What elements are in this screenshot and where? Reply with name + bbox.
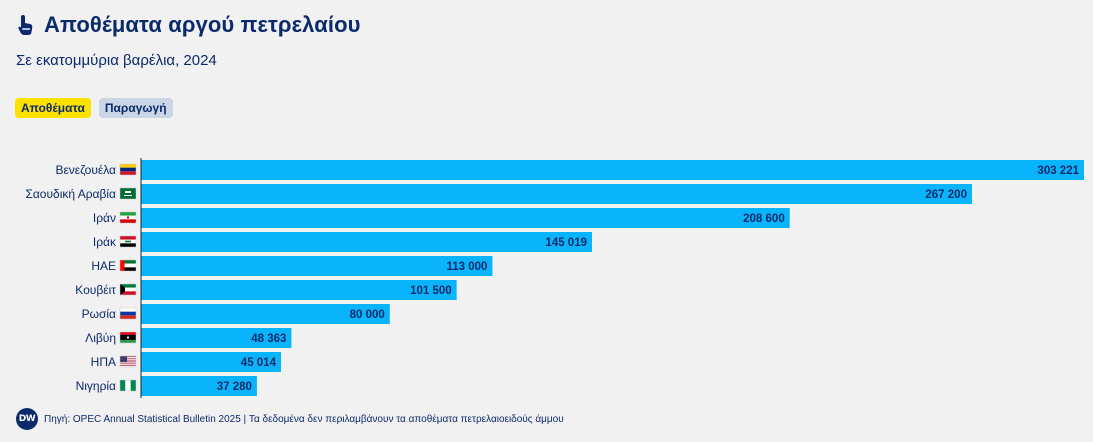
category-label: Νιγηρία (76, 379, 116, 393)
bar[interactable] (141, 352, 281, 372)
chart-title: Αποθέματα αργού πετρελαίου (44, 12, 361, 37)
category-label: Ρωσία (82, 307, 116, 321)
title-row: Αποθέματα αργού πετρελαίου (16, 12, 1077, 38)
russia-flag (119, 307, 137, 320)
bar[interactable] (141, 280, 457, 300)
pointer-hand-icon (16, 13, 36, 37)
usa-flag (119, 355, 137, 368)
category-label: Λιβύη (85, 331, 116, 345)
data-label: 145 019 (545, 237, 587, 249)
tab-production[interactable]: Παραγωγή (98, 98, 173, 118)
footer: DW Πηγή: OPEC Annual Statistical Bulleti… (16, 408, 564, 430)
venezuela-flag (119, 163, 137, 176)
category-label: Ιράν (93, 211, 116, 225)
data-label: 113 000 (446, 261, 487, 273)
iran-flag (119, 211, 137, 224)
chart-header: Αποθέματα αργού πετρελαίου Σε εκατομμύρι… (16, 12, 1077, 69)
bar[interactable] (141, 376, 257, 396)
category-label: ΗΑΕ (91, 259, 116, 273)
data-label: 267 200 (925, 189, 967, 201)
data-label: 303 221 (1037, 165, 1079, 177)
bar[interactable] (141, 208, 790, 228)
data-label: 101 500 (410, 285, 452, 297)
bar[interactable] (141, 304, 390, 324)
category-label: Ιράκ (93, 235, 117, 249)
category-label: Κουβέιτ (75, 283, 116, 297)
bar[interactable] (141, 328, 292, 348)
nigeria-flag (119, 379, 137, 392)
tab-reserves[interactable]: Αποθέματα (15, 98, 91, 118)
source-note: Πηγή: OPEC Annual Statistical Bulletin 2… (44, 413, 564, 425)
saudi-arabia-flag (119, 187, 137, 200)
category-label: Βενεζουέλα (55, 163, 116, 177)
chart-subtitle: Σε εκατομμύρια βαρέλια, 2024 (16, 52, 217, 69)
kuwait-flag (119, 283, 137, 296)
iraq-flag (119, 235, 137, 248)
uae-flag (119, 259, 137, 272)
dw-logo: DW (16, 408, 38, 430)
category-label: Σαουδική Αραβία (25, 187, 116, 201)
tab-group: Αποθέματα Παραγωγή (15, 98, 173, 118)
data-label: 45 014 (241, 357, 277, 369)
bar[interactable] (141, 232, 593, 252)
bar[interactable] (141, 256, 493, 276)
category-label: ΗΠΑ (91, 355, 116, 369)
bar[interactable] (141, 184, 972, 204)
bar[interactable] (141, 160, 1084, 180)
libya-flag (119, 331, 137, 344)
data-label: 37 280 (217, 381, 252, 393)
data-label: 48 363 (251, 333, 286, 345)
data-label: 208 600 (743, 213, 785, 225)
data-label: 80 000 (350, 309, 385, 321)
